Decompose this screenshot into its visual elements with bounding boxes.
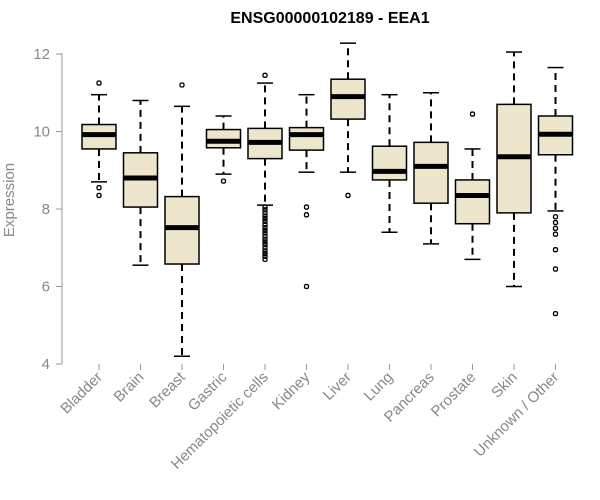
outlier-point [262,239,268,245]
box-gastric [205,115,242,184]
outlier-point [262,221,268,228]
iqr-box [371,145,408,181]
x-tick-label: Breast [146,368,189,411]
outlier-point [262,245,268,251]
x-tick-label: Lung [361,369,397,405]
box-pancreas [413,92,449,245]
chart-title: ENSG00000102189 - EEA1 [230,10,429,27]
outlier-point [303,204,310,210]
outlier-point [552,214,559,220]
outlier-point [262,210,268,216]
outlier-point [345,192,351,199]
x-tick-label: Skin [488,369,521,402]
box-prostate [454,111,491,261]
outlier-point [220,178,227,184]
outlier-point [552,231,559,237]
outlier-point [552,310,559,317]
outlier-point [262,250,268,257]
outlier-point [552,219,559,226]
outlier-point [262,236,268,242]
outlier-point [262,233,268,239]
y-tick-label: 10 [33,124,50,141]
iqr-box [413,141,449,204]
outlier-point [262,253,268,259]
x-tick-label: Kidney [269,368,314,413]
outlier-point [262,204,268,210]
outlier-point [262,230,268,236]
outlier-point [262,227,268,233]
y-tick-label: 4 [42,356,50,373]
outlier-point [303,283,310,290]
y-axis-label: Expression [1,163,18,237]
outlier-point [262,207,268,213]
box-skin [496,51,532,288]
box-bladder [81,80,117,199]
outlier-point [262,216,268,222]
box-kidney [288,93,325,290]
outlier-point [262,72,268,78]
box-hematopoietic-cells [247,72,283,263]
outlier-point [262,213,268,219]
outlier-point [96,192,102,199]
outlier-point [262,224,268,231]
outlier-point [262,248,268,254]
y-tick-label: 8 [42,201,50,218]
outlier-point [469,111,476,117]
outlier-point [179,82,185,88]
outlier-point [303,212,310,218]
outlier-point [96,80,102,86]
box-liver [330,42,366,199]
outlier-point [262,218,268,225]
x-tick-label: Bladder [57,369,106,418]
iqr-box [330,78,366,120]
outlier-point [552,266,559,272]
box-breast [164,82,200,357]
outlier-point [552,247,559,253]
outlier-point [262,241,268,248]
outlier-point [262,256,268,263]
box-lung [371,93,408,233]
y-tick-label: 12 [33,46,50,63]
x-tick-label: Brain [111,369,148,406]
outlier-point [552,225,559,232]
iqr-box [454,179,491,225]
outlier-point [96,185,102,191]
x-tick-label: Liver [320,369,355,404]
y-tick-label: 6 [42,279,50,296]
box-brain [122,99,159,266]
iqr-box [288,126,325,151]
iqr-box [164,195,200,265]
box-unknown-other [537,66,574,317]
x-tick-label: Prostate [428,369,480,421]
iqr-box [205,128,242,149]
